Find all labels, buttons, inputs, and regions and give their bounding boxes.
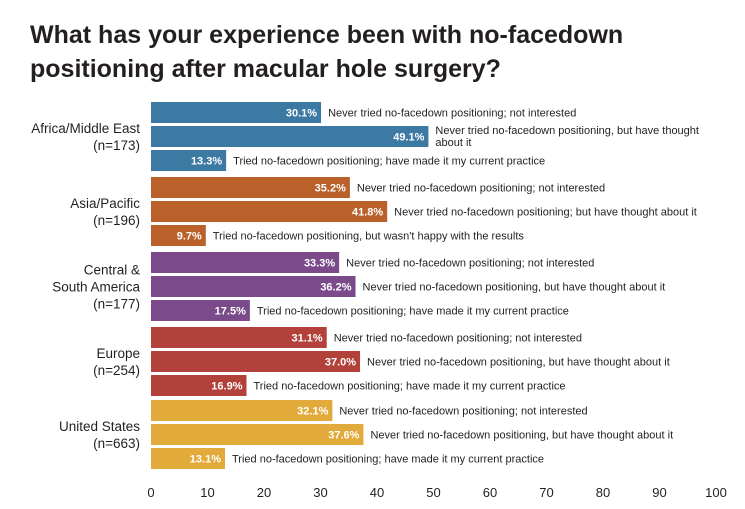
bar xyxy=(151,252,340,273)
bar-description: Never tried no-facedown positioning; not… xyxy=(328,108,576,120)
x-tick-label: 20 xyxy=(257,485,271,500)
bar-value-label: 36.2% xyxy=(320,282,351,294)
bar-description: Never tried no-facedown positioning, but… xyxy=(370,430,673,442)
bar-description: Tried no-facedown positioning; have made… xyxy=(257,306,569,318)
bar xyxy=(151,126,429,147)
bar-description: Never tried no-facedown positioning, but… xyxy=(363,282,666,294)
bar xyxy=(151,327,327,348)
bar xyxy=(151,276,356,297)
group-label: (n=177) xyxy=(93,297,140,312)
bar-value-label: 33.3% xyxy=(304,258,335,270)
x-tick-label: 40 xyxy=(370,485,384,500)
group-label: Central & xyxy=(84,263,140,278)
x-axis: 0 10 20 30 40 50 60 70 80 90 100 xyxy=(147,485,726,500)
bar xyxy=(151,300,250,321)
bar-description: Never tried no-facedown positioning; not… xyxy=(334,333,582,345)
bar-description: Never tried no-facedown positioning; but… xyxy=(394,207,697,219)
bar xyxy=(151,102,322,123)
bar xyxy=(151,201,388,222)
x-tick-label: 90 xyxy=(652,485,666,500)
group-label: (n=196) xyxy=(93,213,140,228)
group-label: South America xyxy=(52,280,140,295)
bar-description: Never tried no-facedown positioning, but… xyxy=(435,125,699,137)
x-tick-label: 80 xyxy=(596,485,610,500)
bar-value-label: 13.1% xyxy=(190,454,221,466)
group-label: Europe xyxy=(96,346,140,361)
bar-value-label: 37.6% xyxy=(328,430,359,442)
group-label: (n=254) xyxy=(93,363,140,378)
bar-value-label: 32.1% xyxy=(297,406,328,418)
bar-value-label: 16.9% xyxy=(211,381,242,393)
bar-value-label: 41.8% xyxy=(352,207,383,219)
bar-value-label: 35.2% xyxy=(315,183,346,195)
bar-value-label: 13.3% xyxy=(191,156,222,168)
x-tick-label: 10 xyxy=(200,485,214,500)
bar-value-label: 30.1% xyxy=(286,108,317,120)
bar-description: Never tried no-facedown positioning, but… xyxy=(367,357,670,369)
bar xyxy=(151,400,333,421)
bar-description: Never tried no-facedown positioning; not… xyxy=(346,258,594,270)
bar xyxy=(151,351,361,372)
bar-description: Never tried no-facedown positioning; not… xyxy=(339,406,587,418)
bar-description: Never tried no-facedown positioning; not… xyxy=(357,183,605,195)
group-labels-layer: Africa/Middle East (n=173) Asia/Pacific (n=… xyxy=(31,121,140,451)
bar xyxy=(151,448,226,469)
chart-title: What has your experience been with no-fa… xyxy=(30,21,624,83)
x-tick-label: 70 xyxy=(539,485,553,500)
bar-description: Tried no-facedown positioning; have made… xyxy=(253,381,565,393)
bar-description: about it xyxy=(435,137,471,149)
group-label: (n=173) xyxy=(93,138,140,153)
bar xyxy=(151,150,227,171)
group-label: Africa/Middle East xyxy=(31,121,140,136)
bar xyxy=(151,225,206,246)
bar-value-label: 37.0% xyxy=(325,357,356,369)
bar-value-label: 31.1% xyxy=(292,333,323,345)
x-tick-label: 60 xyxy=(483,485,497,500)
bar-value-label: 17.5% xyxy=(215,306,246,318)
bar xyxy=(151,424,364,445)
bar-description: Tried no-facedown positioning; have made… xyxy=(232,454,544,466)
bar-description: Tried no-facedown positioning; have made… xyxy=(233,156,545,168)
group-label: United States xyxy=(59,419,140,434)
group-label: (n=663) xyxy=(93,436,140,451)
x-tick-label: 30 xyxy=(313,485,327,500)
bar xyxy=(151,375,247,396)
group-label: Asia/Pacific xyxy=(70,196,140,211)
bar-description: Tried no-facedown positioning, but wasn'… xyxy=(213,231,525,243)
bars-layer: 30.1% Never tried no-facedown positioning… xyxy=(151,102,699,469)
bar xyxy=(151,177,350,198)
x-tick-label: 100 xyxy=(705,485,727,500)
x-tick-label: 0 xyxy=(147,485,154,500)
bar-value-label: 49.1% xyxy=(393,132,424,144)
x-tick-label: 50 xyxy=(426,485,440,500)
bar-value-label: 9.7% xyxy=(177,231,202,243)
